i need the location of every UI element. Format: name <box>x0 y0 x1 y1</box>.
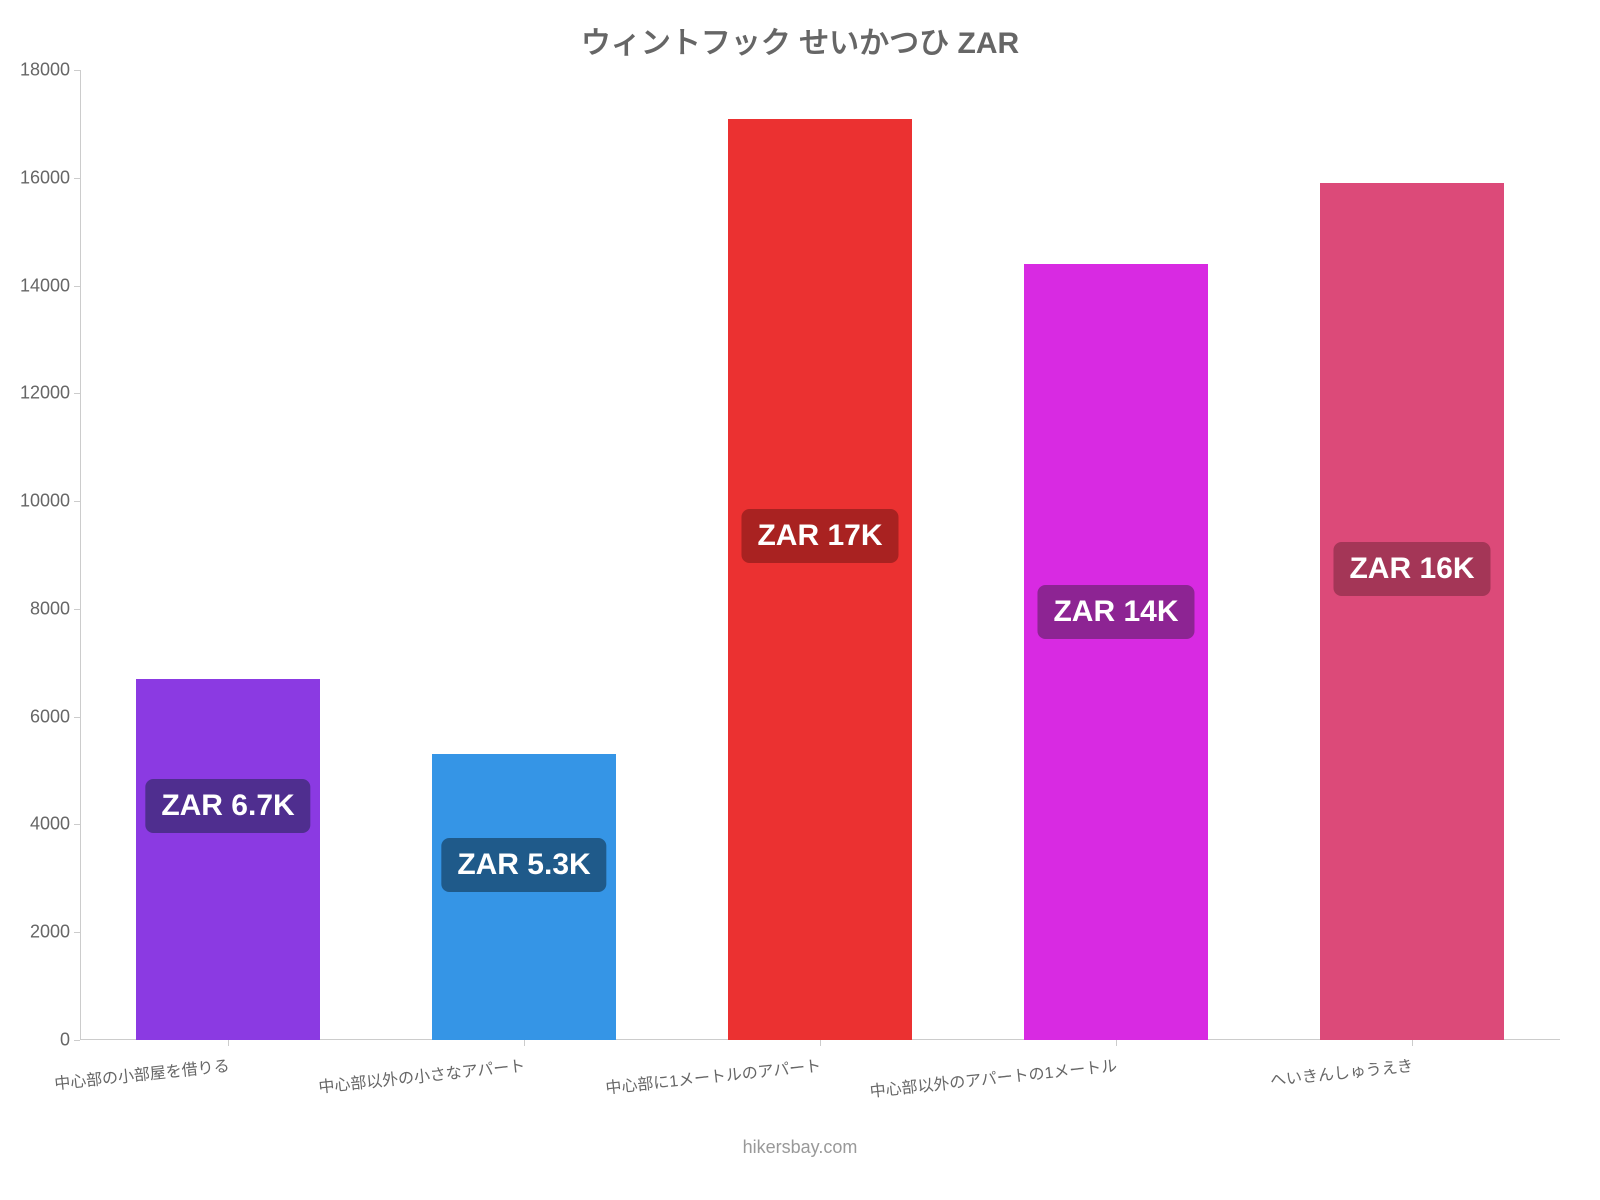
y-tick-label: 6000 <box>0 706 70 727</box>
y-tick-mark <box>74 70 80 71</box>
y-tick-label: 14000 <box>0 275 70 296</box>
chart-footer: hikersbay.com <box>0 1137 1600 1158</box>
y-tick-mark <box>74 178 80 179</box>
y-tick-mark <box>74 1040 80 1041</box>
y-axis-line <box>80 70 81 1040</box>
bar <box>1024 264 1208 1040</box>
x-tick-mark <box>820 1040 821 1046</box>
y-tick-mark <box>74 609 80 610</box>
y-tick-label: 10000 <box>0 491 70 512</box>
value-badge: ZAR 14K <box>1037 585 1194 639</box>
bar <box>136 679 320 1040</box>
x-tick-label: 中心部の小部屋を借りる <box>53 1052 231 1094</box>
x-tick-mark <box>1116 1040 1117 1046</box>
value-badge: ZAR 6.7K <box>145 779 310 833</box>
value-badge: ZAR 17K <box>741 509 898 563</box>
x-tick-label: 中心部以外のアパートの1メートル <box>869 1052 1119 1102</box>
chart-stage: ウィントフック せいかつひ ZAR 0200040006000800010000… <box>0 0 1600 1200</box>
y-tick-mark <box>74 393 80 394</box>
value-badge: ZAR 5.3K <box>441 838 606 892</box>
y-tick-label: 8000 <box>0 598 70 619</box>
y-tick-label: 16000 <box>0 167 70 188</box>
bar <box>1320 183 1504 1040</box>
chart-title: ウィントフック せいかつひ ZAR <box>0 18 1600 62</box>
bar <box>728 119 912 1041</box>
y-tick-label: 4000 <box>0 814 70 835</box>
x-tick-label: 中心部に1メートルのアパート <box>605 1052 823 1099</box>
y-tick-mark <box>74 717 80 718</box>
value-badge: ZAR 16K <box>1333 542 1490 596</box>
bar <box>432 754 616 1040</box>
x-tick-mark <box>228 1040 229 1046</box>
y-tick-mark <box>74 501 80 502</box>
y-tick-mark <box>74 824 80 825</box>
y-tick-mark <box>74 286 80 287</box>
x-tick-mark <box>1412 1040 1413 1046</box>
x-tick-label: へいきんしゅうえき <box>1269 1052 1414 1091</box>
plot-area: 0200040006000800010000120001400016000180… <box>80 70 1560 1040</box>
y-tick-label: 0 <box>0 1030 70 1051</box>
x-tick-label: 中心部以外の小さなアパート <box>317 1052 526 1098</box>
x-tick-mark <box>524 1040 525 1046</box>
y-tick-mark <box>74 932 80 933</box>
y-tick-label: 2000 <box>0 922 70 943</box>
y-tick-label: 12000 <box>0 383 70 404</box>
y-tick-label: 18000 <box>0 60 70 81</box>
